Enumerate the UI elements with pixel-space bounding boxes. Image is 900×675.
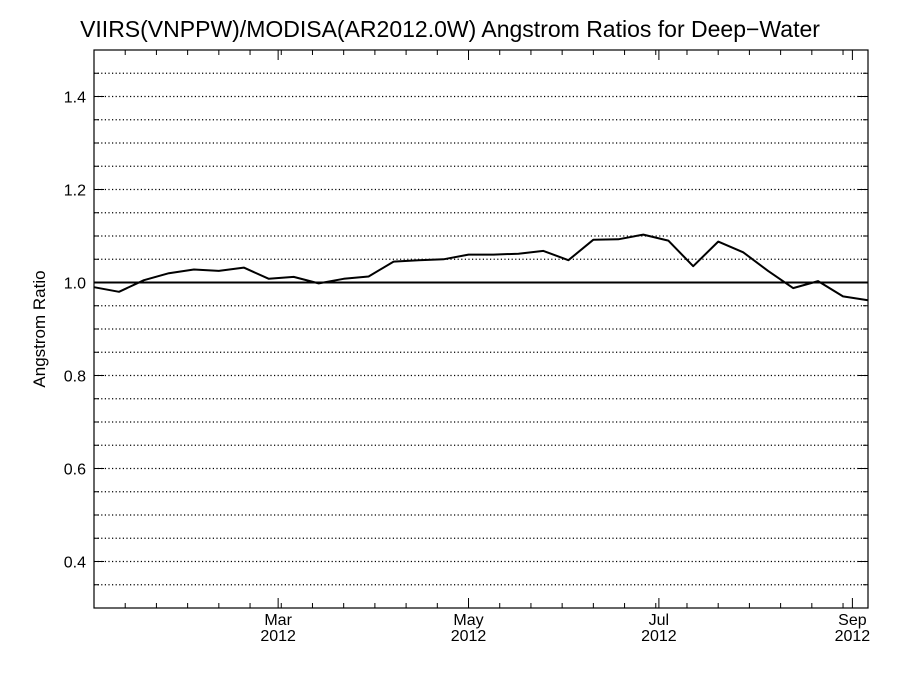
y-tick-label: 1.2 xyxy=(64,183,86,200)
y-tick-label: 1.0 xyxy=(64,276,86,293)
x-tick-year-label: 2012 xyxy=(260,628,296,645)
y-tick-label: 0.6 xyxy=(64,462,86,479)
x-tick-year-label: 2012 xyxy=(641,628,677,645)
x-tick-month-label: Sep xyxy=(838,612,867,629)
y-tick-label: 1.4 xyxy=(64,90,86,107)
y-tick-label: 0.8 xyxy=(64,369,86,386)
axis-layer: 0.40.60.81.01.21.4Mar2012May2012Jul2012S… xyxy=(64,49,871,645)
x-tick-year-label: 2012 xyxy=(451,628,487,645)
x-tick-month-label: Mar xyxy=(264,612,292,629)
x-tick-month-label: May xyxy=(453,612,483,629)
chart-title: VIIRS(VNPPW)/MODISA(AR2012.0W) Angstrom … xyxy=(80,16,820,42)
x-tick-year-label: 2012 xyxy=(835,628,871,645)
x-tick-month-label: Jul xyxy=(649,612,669,629)
y-axis-label: Angstrom Ratio xyxy=(30,270,49,387)
y-tick-label: 0.4 xyxy=(64,555,86,572)
series-line xyxy=(93,233,869,302)
grid-layer xyxy=(94,72,868,586)
